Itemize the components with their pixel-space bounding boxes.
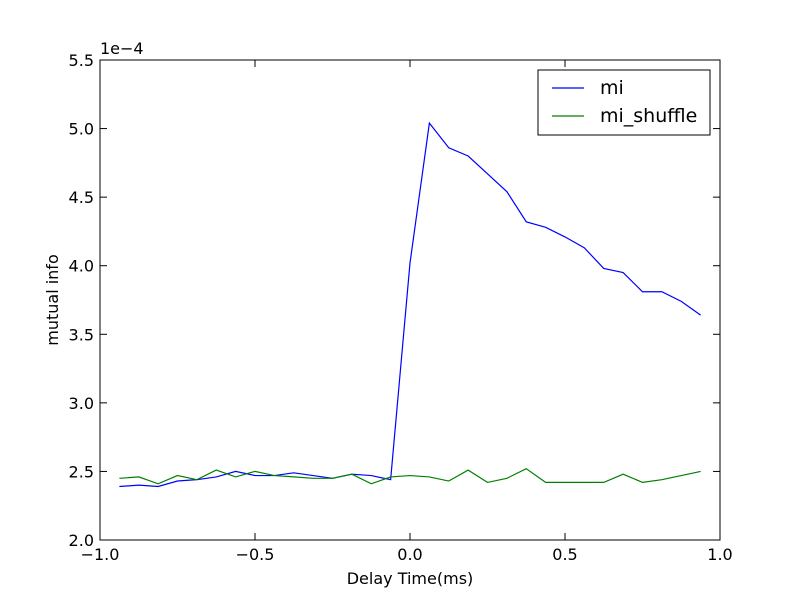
y-tick-label: 5.5 <box>69 51 94 70</box>
legend-box <box>537 69 711 136</box>
x-axis-label: Delay Time(ms) <box>347 569 474 588</box>
x-tick-label: 0.0 <box>397 545 422 564</box>
series-layer <box>119 121 701 488</box>
y-tick-label: 2.5 <box>69 462 94 481</box>
series-line-mi-shuffle <box>119 467 701 485</box>
plot-frame <box>99 59 721 541</box>
y-axis-label: mutual info <box>43 254 62 345</box>
legend-label-mi-shuffle: mi_shuffle <box>600 105 697 127</box>
series-line-mi <box>119 121 701 488</box>
x-tick-label: 0.5 <box>552 545 577 564</box>
y-scale-exponent-label: 1e−4 <box>100 39 144 58</box>
y-tick-label: 3.0 <box>69 394 94 413</box>
y-tick-label: 2.0 <box>69 531 94 550</box>
legend: mi mi_shuffle <box>537 69 711 136</box>
y-tick-label: 4.0 <box>69 257 94 276</box>
y-tick-label: 5.0 <box>69 120 94 139</box>
x-tick-label: −0.5 <box>236 545 275 564</box>
y-tick-label: 4.5 <box>69 188 94 207</box>
legend-label-mi: mi <box>600 77 624 99</box>
ticks-layer: −1.0 −0.5 0.0 0.5 1.0 2.0 2.5 3.0 3.5 4.0 4.5 5.0 5.… <box>69 51 733 564</box>
y-tick-label: 3.5 <box>69 325 94 344</box>
x-tick-label: −1.0 <box>81 545 120 564</box>
x-tick-label: 1.0 <box>707 545 732 564</box>
